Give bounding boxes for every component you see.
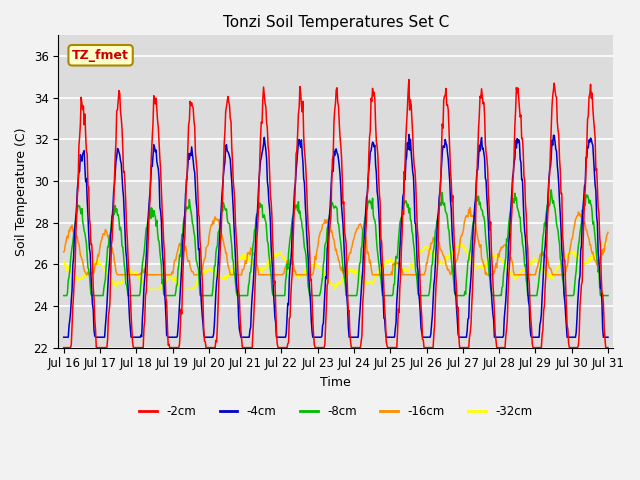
Y-axis label: Soil Temperature (C): Soil Temperature (C) — [15, 127, 28, 256]
X-axis label: Time: Time — [321, 376, 351, 389]
Title: Tonzi Soil Temperatures Set C: Tonzi Soil Temperatures Set C — [223, 15, 449, 30]
Text: TZ_fmet: TZ_fmet — [72, 49, 129, 62]
Legend: -2cm, -4cm, -8cm, -16cm, -32cm: -2cm, -4cm, -8cm, -16cm, -32cm — [134, 400, 538, 423]
